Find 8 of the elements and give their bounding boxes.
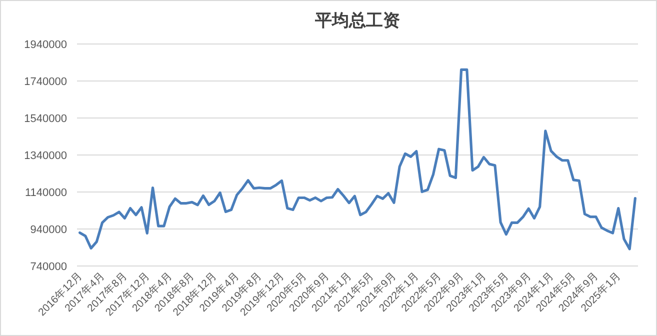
y-tick-label: 740000 <box>30 261 67 273</box>
y-tick-label: 940000 <box>30 224 67 236</box>
y-tick-label: 1540000 <box>24 113 67 125</box>
y-tick-label: 1740000 <box>24 76 67 88</box>
y-tick-label: 1340000 <box>24 150 67 162</box>
y-tick-label: 1140000 <box>24 187 67 199</box>
y-tick-label: 1940000 <box>24 39 67 51</box>
title: 平均总工资 <box>315 11 400 30</box>
